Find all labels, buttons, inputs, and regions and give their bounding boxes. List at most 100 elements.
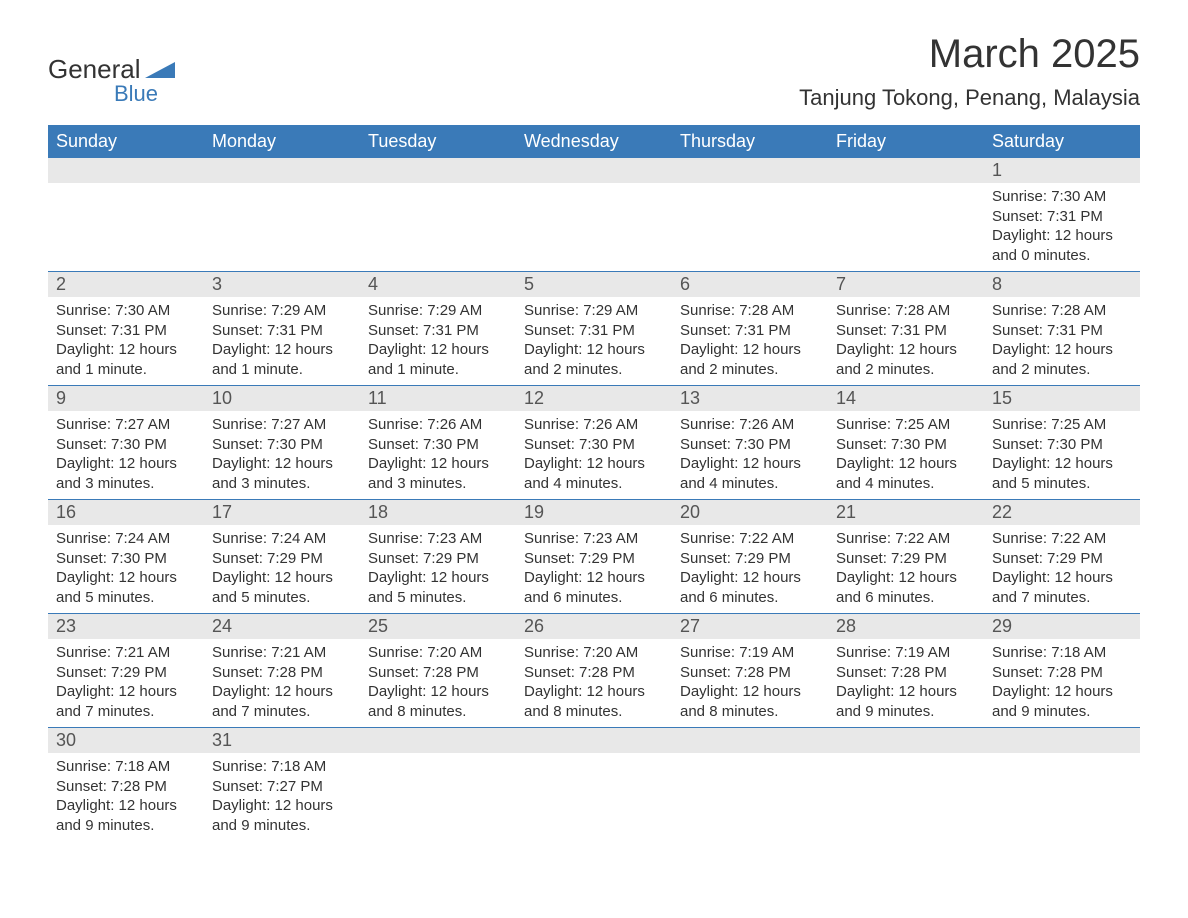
day-number: 7	[828, 272, 984, 297]
sunrise-line: Sunrise: 7:26 AM	[524, 415, 664, 435]
daylight-line: and 5 minutes.	[212, 588, 352, 608]
sunset-line: Sunset: 7:30 PM	[368, 435, 508, 455]
sunrise-line: Sunrise: 7:21 AM	[56, 643, 196, 663]
sunset-line: Sunset: 7:27 PM	[212, 777, 352, 797]
day-body: Sunrise: 7:21 AMSunset: 7:29 PMDaylight:…	[48, 639, 204, 727]
day-cell	[48, 158, 204, 271]
daylight-line: Daylight: 12 hours	[680, 454, 820, 474]
day-number: 24	[204, 614, 360, 639]
day-number: 10	[204, 386, 360, 411]
day-cell	[828, 728, 984, 841]
daylight-line: and 3 minutes.	[368, 474, 508, 494]
sunrise-line: Sunrise: 7:23 AM	[368, 529, 508, 549]
day-body: Sunrise: 7:22 AMSunset: 7:29 PMDaylight:…	[828, 525, 984, 613]
sunrise-line: Sunrise: 7:25 AM	[992, 415, 1132, 435]
sunrise-line: Sunrise: 7:25 AM	[836, 415, 976, 435]
sunset-line: Sunset: 7:29 PM	[680, 549, 820, 569]
calendar: Sunday Monday Tuesday Wednesday Thursday…	[48, 125, 1140, 841]
day-cell	[360, 158, 516, 271]
day-number: 4	[360, 272, 516, 297]
empty-day-band	[672, 728, 828, 753]
title-block: March 2025 Tanjung Tokong, Penang, Malay…	[799, 32, 1140, 111]
daylight-line: and 6 minutes.	[680, 588, 820, 608]
day-cell: 1Sunrise: 7:30 AMSunset: 7:31 PMDaylight…	[984, 158, 1140, 271]
day-cell: 23Sunrise: 7:21 AMSunset: 7:29 PMDayligh…	[48, 614, 204, 727]
sunrise-line: Sunrise: 7:26 AM	[368, 415, 508, 435]
weekday-header: Thursday	[672, 125, 828, 158]
sunset-line: Sunset: 7:28 PM	[368, 663, 508, 683]
sunrise-line: Sunrise: 7:26 AM	[680, 415, 820, 435]
daylight-line: and 5 minutes.	[56, 588, 196, 608]
weekday-header: Wednesday	[516, 125, 672, 158]
day-body: Sunrise: 7:26 AMSunset: 7:30 PMDaylight:…	[672, 411, 828, 499]
daylight-line: and 2 minutes.	[680, 360, 820, 380]
daylight-line: Daylight: 12 hours	[212, 454, 352, 474]
sunset-line: Sunset: 7:31 PM	[524, 321, 664, 341]
day-cell: 11Sunrise: 7:26 AMSunset: 7:30 PMDayligh…	[360, 386, 516, 499]
day-cell	[672, 158, 828, 271]
day-cell: 10Sunrise: 7:27 AMSunset: 7:30 PMDayligh…	[204, 386, 360, 499]
sunrise-line: Sunrise: 7:19 AM	[836, 643, 976, 663]
sunset-line: Sunset: 7:28 PM	[680, 663, 820, 683]
sunset-line: Sunset: 7:31 PM	[992, 321, 1132, 341]
sunset-line: Sunset: 7:28 PM	[992, 663, 1132, 683]
sunset-line: Sunset: 7:28 PM	[212, 663, 352, 683]
sunset-line: Sunset: 7:30 PM	[992, 435, 1132, 455]
daylight-line: and 9 minutes.	[56, 816, 196, 836]
day-cell: 29Sunrise: 7:18 AMSunset: 7:28 PMDayligh…	[984, 614, 1140, 727]
daylight-line: Daylight: 12 hours	[368, 568, 508, 588]
daylight-line: and 5 minutes.	[368, 588, 508, 608]
day-number: 9	[48, 386, 204, 411]
day-number: 27	[672, 614, 828, 639]
sunrise-line: Sunrise: 7:20 AM	[368, 643, 508, 663]
sunrise-line: Sunrise: 7:30 AM	[56, 301, 196, 321]
sunset-line: Sunset: 7:28 PM	[56, 777, 196, 797]
day-body: Sunrise: 7:24 AMSunset: 7:29 PMDaylight:…	[204, 525, 360, 613]
day-body: Sunrise: 7:30 AMSunset: 7:31 PMDaylight:…	[48, 297, 204, 385]
day-cell: 7Sunrise: 7:28 AMSunset: 7:31 PMDaylight…	[828, 272, 984, 385]
daylight-line: and 9 minutes.	[992, 702, 1132, 722]
day-body: Sunrise: 7:26 AMSunset: 7:30 PMDaylight:…	[360, 411, 516, 499]
day-body: Sunrise: 7:28 AMSunset: 7:31 PMDaylight:…	[828, 297, 984, 385]
sunrise-line: Sunrise: 7:29 AM	[524, 301, 664, 321]
day-cell: 30Sunrise: 7:18 AMSunset: 7:28 PMDayligh…	[48, 728, 204, 841]
day-number: 17	[204, 500, 360, 525]
day-body: Sunrise: 7:28 AMSunset: 7:31 PMDaylight:…	[672, 297, 828, 385]
daylight-line: and 4 minutes.	[524, 474, 664, 494]
daylight-line: and 0 minutes.	[992, 246, 1132, 266]
daylight-line: Daylight: 12 hours	[212, 682, 352, 702]
daylight-line: Daylight: 12 hours	[56, 340, 196, 360]
daylight-line: and 4 minutes.	[680, 474, 820, 494]
day-body: Sunrise: 7:30 AMSunset: 7:31 PMDaylight:…	[984, 183, 1140, 271]
daylight-line: Daylight: 12 hours	[212, 340, 352, 360]
logo: General Blue	[48, 54, 175, 107]
sunset-line: Sunset: 7:30 PM	[212, 435, 352, 455]
daylight-line: Daylight: 12 hours	[212, 796, 352, 816]
day-number: 22	[984, 500, 1140, 525]
daylight-line: and 6 minutes.	[524, 588, 664, 608]
daylight-line: and 1 minute.	[368, 360, 508, 380]
daylight-line: Daylight: 12 hours	[56, 796, 196, 816]
sunrise-line: Sunrise: 7:24 AM	[212, 529, 352, 549]
day-cell: 22Sunrise: 7:22 AMSunset: 7:29 PMDayligh…	[984, 500, 1140, 613]
day-number: 19	[516, 500, 672, 525]
day-cell: 16Sunrise: 7:24 AMSunset: 7:30 PMDayligh…	[48, 500, 204, 613]
weekday-header: Saturday	[984, 125, 1140, 158]
daylight-line: Daylight: 12 hours	[56, 568, 196, 588]
daylight-line: Daylight: 12 hours	[368, 682, 508, 702]
sunset-line: Sunset: 7:29 PM	[368, 549, 508, 569]
daylight-line: Daylight: 12 hours	[836, 682, 976, 702]
logo-triangle-icon	[145, 58, 175, 83]
daylight-line: and 9 minutes.	[212, 816, 352, 836]
day-body: Sunrise: 7:25 AMSunset: 7:30 PMDaylight:…	[828, 411, 984, 499]
week-row: 1Sunrise: 7:30 AMSunset: 7:31 PMDaylight…	[48, 158, 1140, 271]
weekday-header: Monday	[204, 125, 360, 158]
day-cell	[516, 158, 672, 271]
sunrise-line: Sunrise: 7:24 AM	[56, 529, 196, 549]
daylight-line: Daylight: 12 hours	[524, 454, 664, 474]
sunset-line: Sunset: 7:31 PM	[992, 207, 1132, 227]
daylight-line: and 7 minutes.	[992, 588, 1132, 608]
day-cell: 24Sunrise: 7:21 AMSunset: 7:28 PMDayligh…	[204, 614, 360, 727]
empty-day-band	[48, 158, 204, 183]
day-cell: 28Sunrise: 7:19 AMSunset: 7:28 PMDayligh…	[828, 614, 984, 727]
